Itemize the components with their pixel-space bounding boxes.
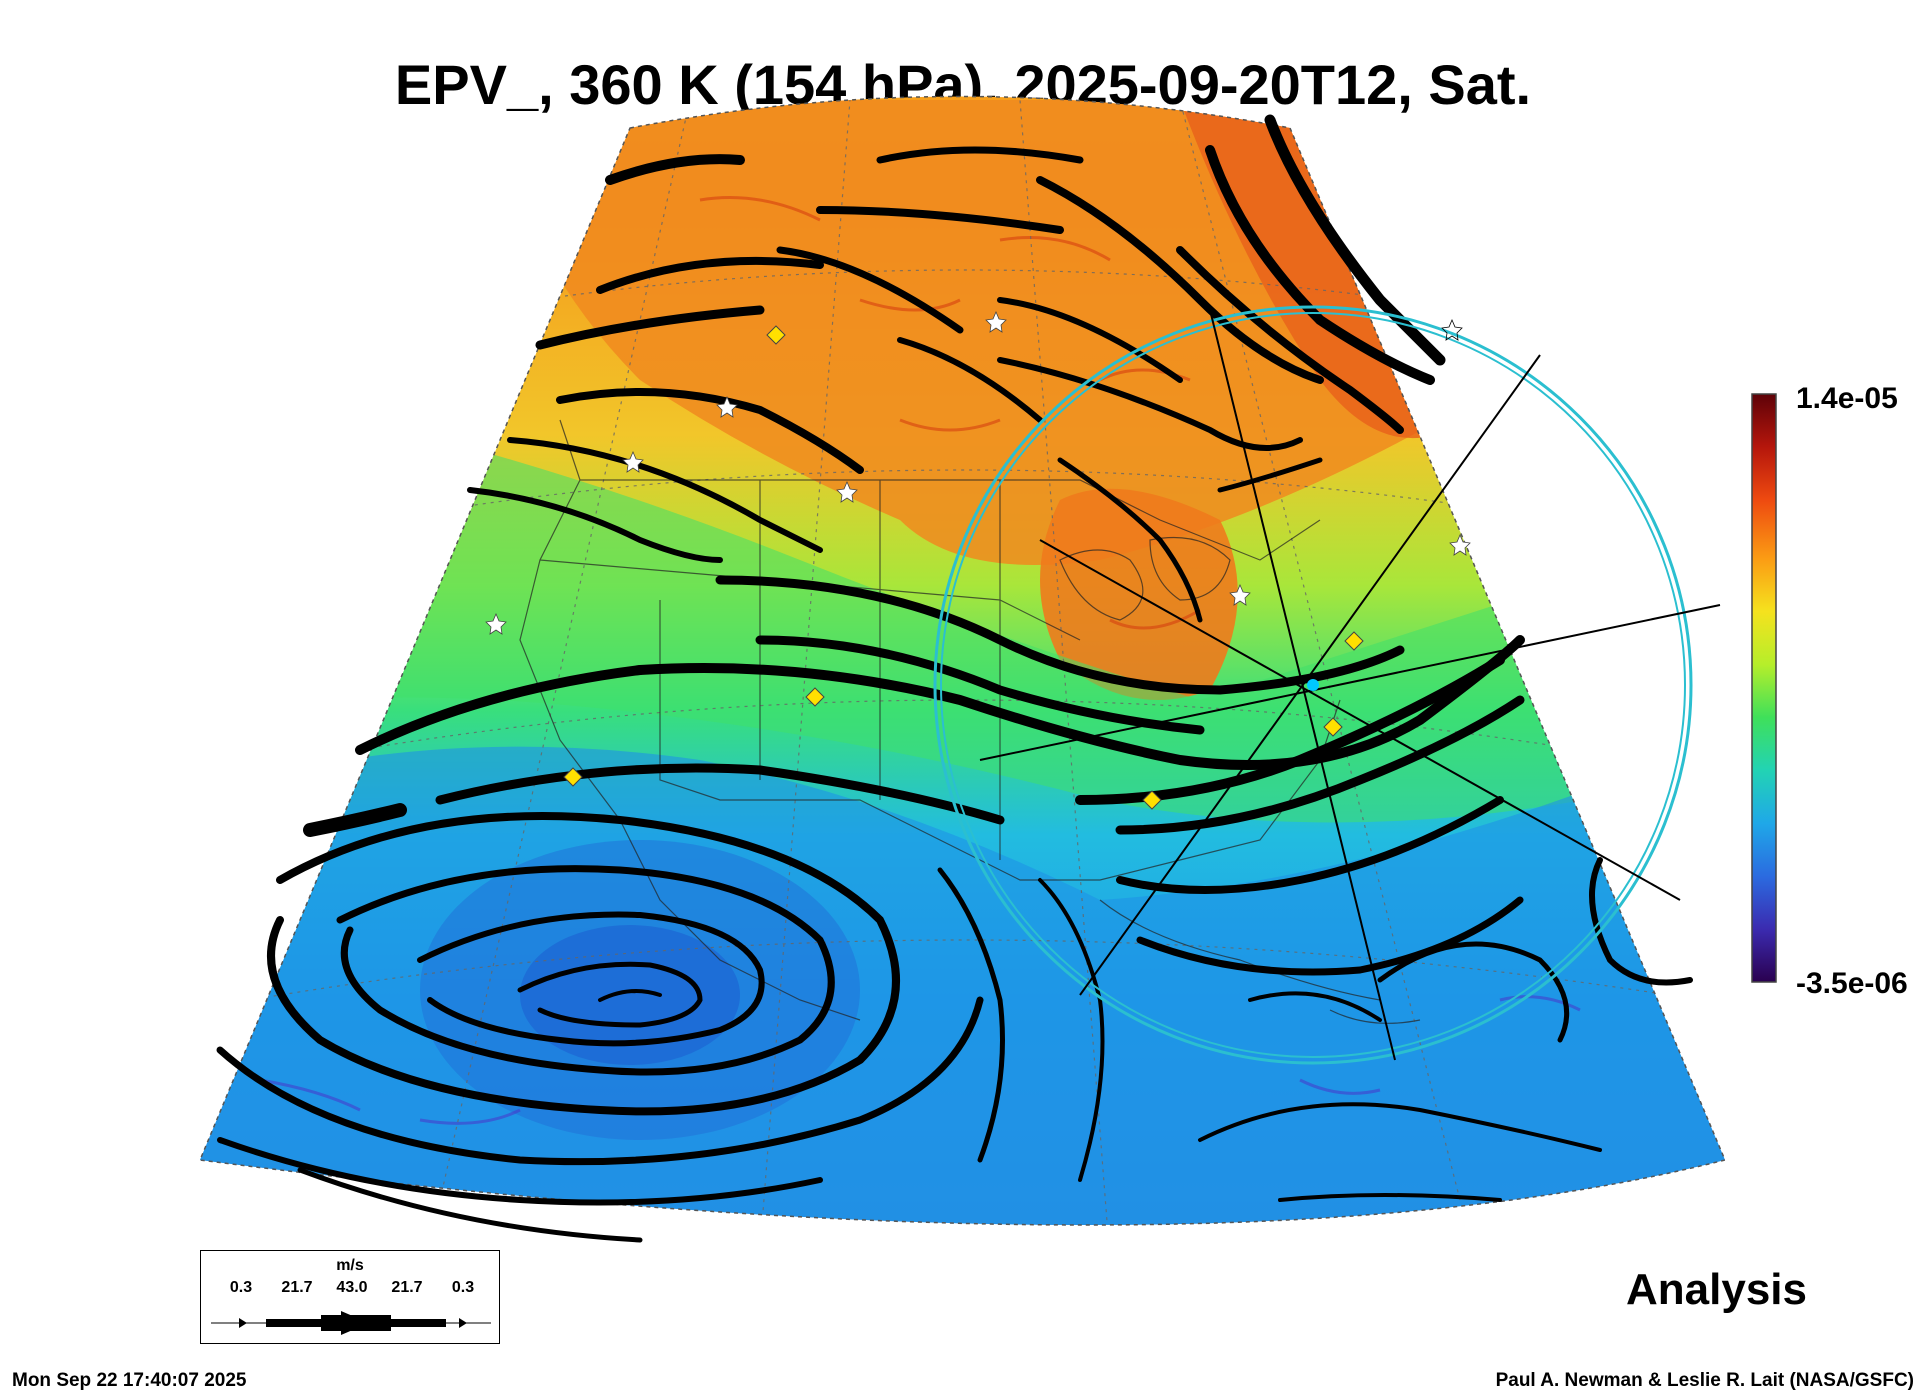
wind-legend-value: 0.3 xyxy=(451,1279,475,1296)
wind-legend-value: 0.3 xyxy=(229,1279,253,1296)
colorbar-max-label: 1.4e-05 xyxy=(1796,382,1898,415)
wind-legend-value: 21.7 xyxy=(281,1279,313,1296)
wind-legend-value: 21.7 xyxy=(391,1279,423,1296)
epv-field xyxy=(200,96,1725,1225)
station-diamonds xyxy=(563,325,1364,810)
wind-legend-value: 43.0 xyxy=(336,1279,368,1296)
colorbar-min-label: -3.5e-06 xyxy=(1796,967,1908,1000)
credit: Paul A. Newman & Leslie R. Lait (NASA/GS… xyxy=(1495,1370,1914,1391)
analysis-label: Analysis xyxy=(1626,1265,1807,1314)
wind-streamlines xyxy=(216,114,1693,1243)
station-stars xyxy=(485,310,1471,635)
wind-legend: m/s 0.3 21.7 43.0 21.7 0.3 xyxy=(200,1250,500,1344)
range-ring xyxy=(933,305,1693,1065)
map-boundary xyxy=(198,95,1727,1226)
wind-legend-units: m/s xyxy=(336,1257,364,1274)
cross-section-lines xyxy=(979,309,1721,1061)
wind-legend-arrow xyxy=(211,1311,491,1335)
timestamp: Mon Sep 22 17:40:07 2025 xyxy=(12,1370,247,1391)
center-point xyxy=(1307,679,1319,691)
colorbar xyxy=(1751,393,1777,983)
